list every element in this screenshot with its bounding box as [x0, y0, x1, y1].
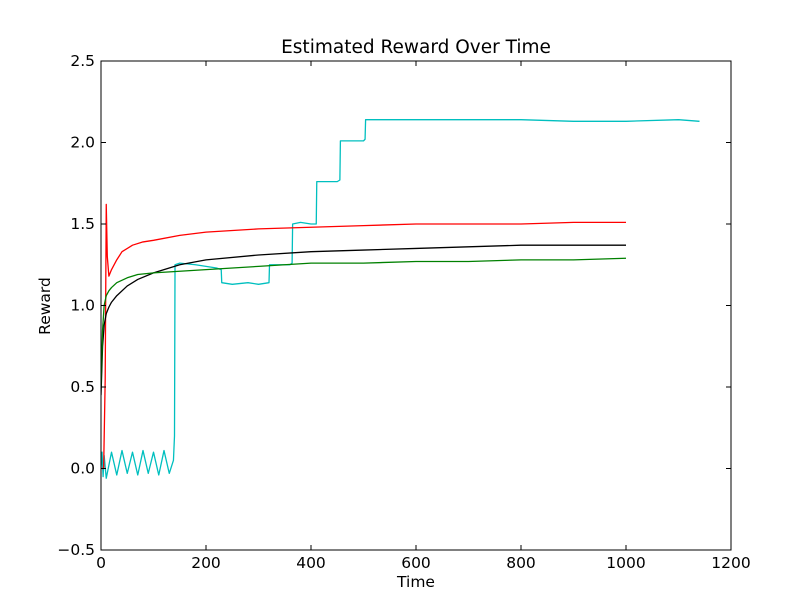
x-tick-label: 800 [506, 554, 536, 572]
series-line-4 [101, 257, 627, 388]
y-tick-label: −0.5 [57, 541, 95, 559]
series-line-2 [101, 203, 626, 470]
x-tick-label: 200 [191, 554, 221, 572]
y-tick-label: 2.5 [70, 52, 95, 70]
y-tick-label: 0.0 [70, 460, 95, 478]
series-group [101, 119, 700, 479]
axes-frame [100, 60, 732, 551]
y-tick-label: 1.0 [70, 297, 95, 315]
plot-area: 0 200 400 600 800 1000 1200 −0.5 0.0 0.5 1.0 1.5 2.0… [57, 52, 750, 572]
x-tick-label: 400 [296, 554, 326, 572]
series-line-1 [101, 119, 700, 479]
series-line-3 [101, 244, 626, 396]
x-axis-label: Time [396, 573, 435, 591]
y-tick-label: 2.0 [70, 134, 95, 152]
x-tick-label: 600 [401, 554, 431, 572]
x-tick-label: 1000 [606, 554, 645, 572]
x-tick-label: 0 [96, 554, 106, 572]
y-axis-label: Reward [36, 277, 54, 335]
y-tick-label: 0.5 [70, 378, 95, 396]
y-tick-label: 1.5 [70, 215, 95, 233]
x-tick-label: 1200 [711, 554, 750, 572]
chart-title: Estimated Reward Over Time [281, 37, 551, 58]
